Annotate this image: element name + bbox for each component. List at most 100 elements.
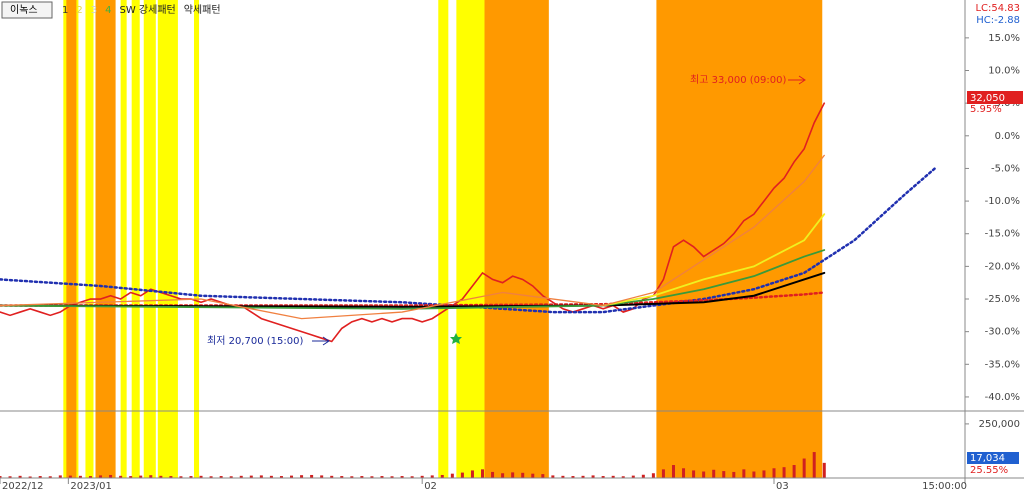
volume-bar: [772, 468, 776, 478]
volume-bar: [722, 471, 726, 478]
volume-bar: [159, 475, 163, 478]
volume-bar: [99, 475, 103, 478]
volume-bar: [752, 471, 756, 478]
volume-bar: [561, 475, 565, 478]
volume-bar: [802, 458, 806, 478]
last-price: 32,050: [970, 93, 1005, 104]
highlight-band: [120, 0, 127, 478]
highlight-band: [131, 0, 140, 478]
volume-bar: [229, 476, 233, 478]
legend: 1 2 3 4 SW 강세패턴 약세패턴: [62, 4, 221, 16]
volume-bar: [450, 473, 454, 478]
volume-bar: [300, 475, 304, 478]
series-line: [602, 213, 826, 307]
stock-name[interactable]: 이녹스: [10, 4, 38, 16]
volume-bar: [541, 474, 545, 478]
volume-bar: [199, 475, 203, 478]
y-tick-label: -25.0%: [985, 294, 1020, 305]
x-tick-label: 2022/12: [2, 481, 44, 492]
volume-bar: [762, 470, 766, 478]
volume-bar: [380, 476, 384, 478]
volume-bar: [38, 476, 42, 478]
volume-bar: [400, 476, 404, 478]
volume-bar: [249, 475, 253, 478]
volume-bar: [269, 475, 273, 478]
y-tick-label: 0.0%: [995, 131, 1020, 142]
volume-bar: [470, 470, 474, 478]
volume-last: 17,034: [970, 453, 1005, 464]
volume-bar: [481, 469, 484, 478]
y-tick-label: -15.0%: [985, 229, 1020, 240]
volume-bar: [239, 475, 243, 478]
volume-bar: [702, 471, 706, 478]
legend-item: SW 강세패턴: [120, 4, 176, 16]
lines: [0, 102, 937, 343]
volume-bar: [511, 472, 515, 478]
volume-bar: [631, 475, 635, 478]
y-tick-label: -20.0%: [985, 261, 1020, 272]
highlight-bands: [63, 0, 823, 478]
volume-bar: [259, 475, 263, 478]
volume-bar: [129, 476, 133, 478]
low-arrow: [312, 336, 330, 346]
volume-bar: [0, 476, 2, 478]
volume-bar: [179, 476, 183, 478]
volume-bar: [149, 475, 153, 478]
volume-bar: [78, 475, 82, 478]
series-line: [0, 167, 937, 314]
volume-bar: [68, 475, 72, 478]
legend-item: 2: [76, 5, 82, 16]
volume-bar: [822, 462, 826, 478]
volume-bar: [651, 473, 655, 478]
highlight-band: [66, 0, 77, 478]
hc-label: HC:-2.88: [976, 15, 1020, 26]
high-annotation: 최고 33,000 (09:00): [690, 74, 786, 86]
volume-bar: [290, 475, 294, 478]
legend-item: 약세패턴: [184, 4, 221, 16]
volume-bar: [219, 476, 223, 478]
volume-bar: [742, 469, 746, 478]
y-tick-label: -30.0%: [985, 327, 1020, 338]
stock-name-box[interactable]: [1, 1, 53, 19]
volume-pct: 25.55%: [970, 465, 1008, 476]
volume-bar: [169, 476, 173, 478]
volume-bar: [350, 476, 354, 478]
highlight-band: [157, 0, 178, 478]
volume-bar: [491, 471, 495, 478]
volume-bar: [671, 465, 675, 478]
volume-bar: [641, 474, 645, 478]
lc-label: LC:54.83: [975, 3, 1020, 14]
signal-star: [450, 333, 462, 344]
volume-bar: [591, 475, 595, 478]
legend-item: 3: [91, 5, 97, 16]
volume-bar: [48, 476, 52, 478]
y-tick-label: 10.0%: [988, 66, 1020, 77]
volume-bar: [732, 471, 736, 478]
volume-bar: [712, 469, 716, 478]
volume-tick-label: 250,000: [979, 419, 1020, 430]
volume-bar: [501, 473, 505, 478]
highlight-band: [95, 0, 116, 478]
volume-bar: [420, 475, 424, 478]
volume-bar: [320, 475, 324, 478]
volume-bar: [360, 476, 364, 478]
volume-bar: [28, 476, 32, 478]
volume-bar: [310, 474, 314, 478]
volume-bar: [430, 475, 434, 478]
x-axis: 2022/12 2023/01 02 03 15:00:00: [0, 478, 967, 492]
volume-bar: [189, 476, 193, 478]
y-tick-label: -40.0%: [985, 392, 1020, 403]
volume-bar: [682, 468, 686, 478]
volume-bar: [581, 475, 585, 478]
x-tick-label: 2023/01: [70, 481, 112, 492]
series-line: [0, 154, 825, 320]
y-tick-label: -35.0%: [985, 359, 1020, 370]
volume-bar: [692, 470, 696, 478]
volume-bar: [88, 476, 92, 478]
volume-bar: [330, 475, 334, 478]
x-tick-label: 15:00:00: [922, 481, 967, 492]
series-line: [0, 271, 826, 308]
volume-bar: [812, 452, 816, 478]
volume-bar: [370, 476, 374, 478]
